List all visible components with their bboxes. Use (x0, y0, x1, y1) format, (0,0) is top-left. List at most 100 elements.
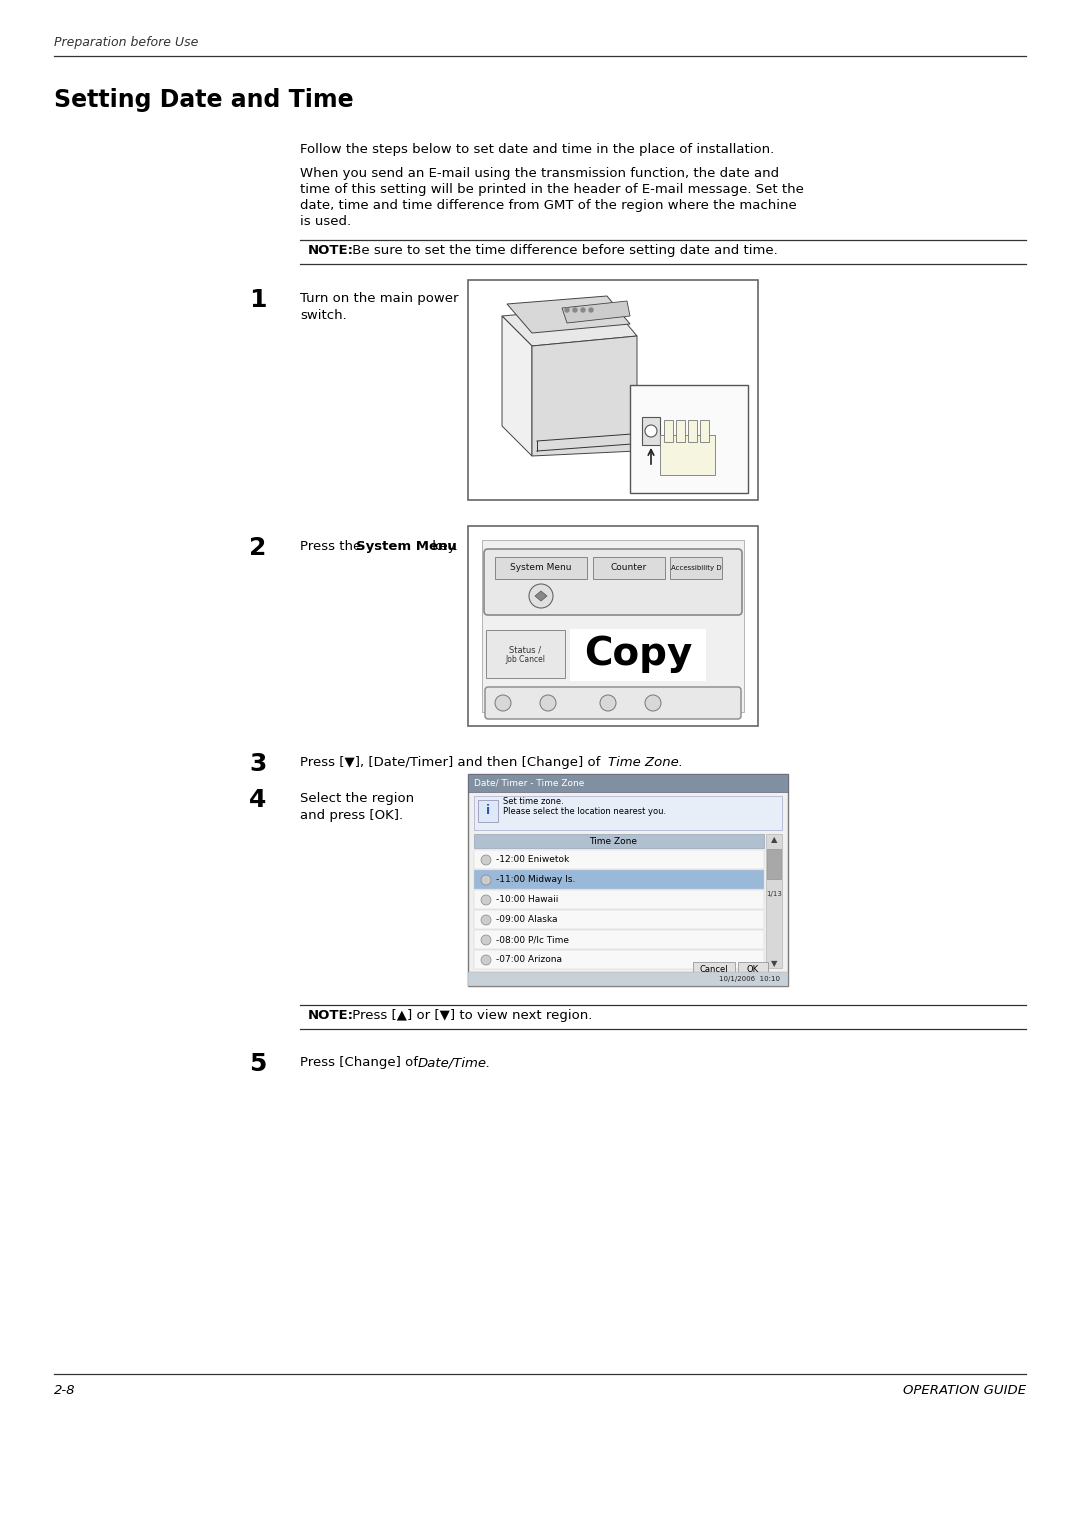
Text: 2: 2 (249, 536, 267, 559)
Text: Date/ Timer - Time Zone: Date/ Timer - Time Zone (474, 778, 584, 787)
FancyBboxPatch shape (485, 688, 741, 720)
FancyBboxPatch shape (570, 630, 706, 681)
Text: time of this setting will be printed in the header of E-mail message. Set the: time of this setting will be printed in … (300, 183, 804, 196)
Bar (474, 889, 764, 909)
Text: -08:00 P/lc Time: -08:00 P/lc Time (496, 935, 569, 944)
Bar (468, 775, 788, 792)
Polygon shape (502, 316, 532, 455)
Text: Accessibility D: Accessibility D (671, 565, 721, 571)
Bar (664, 420, 673, 442)
Circle shape (481, 935, 491, 944)
Text: Time Zone.: Time Zone. (608, 756, 683, 769)
Text: OK: OK (747, 966, 759, 973)
Bar (478, 801, 498, 822)
FancyBboxPatch shape (484, 549, 742, 614)
Circle shape (589, 309, 593, 312)
Text: Date/Time.: Date/Time. (418, 1056, 491, 1070)
Text: NOTE:: NOTE: (308, 244, 354, 257)
Bar (468, 775, 788, 986)
Text: NOTE:: NOTE: (308, 1008, 354, 1022)
Circle shape (645, 695, 661, 711)
Text: -07:00 Arizona: -07:00 Arizona (496, 955, 562, 964)
Polygon shape (502, 306, 637, 345)
Circle shape (495, 695, 511, 711)
Circle shape (481, 895, 491, 905)
Text: Be sure to set the time difference before setting date and time.: Be sure to set the time difference befor… (348, 244, 778, 257)
Text: System Menu: System Menu (356, 539, 457, 553)
Text: 3: 3 (249, 752, 267, 776)
Text: 1: 1 (249, 287, 267, 312)
Text: Set time zone.: Set time zone. (503, 798, 564, 807)
Text: 10/1/2006  10:10: 10/1/2006 10:10 (719, 976, 780, 983)
Circle shape (481, 856, 491, 865)
Text: Setting Date and Time: Setting Date and Time (54, 89, 353, 112)
Bar (482, 539, 744, 712)
Text: ▼: ▼ (771, 960, 778, 969)
Polygon shape (562, 301, 630, 322)
Text: Preparation before Use: Preparation before Use (54, 37, 199, 49)
Text: Job Cancel: Job Cancel (505, 656, 545, 665)
Circle shape (645, 425, 657, 437)
Circle shape (481, 915, 491, 924)
Circle shape (565, 309, 569, 312)
Text: Copy: Copy (584, 636, 692, 672)
Bar (642, 417, 660, 445)
Text: Counter: Counter (611, 564, 647, 573)
Text: Follow the steps below to set date and time in the place of installation.: Follow the steps below to set date and t… (300, 144, 774, 156)
Bar (766, 834, 782, 969)
Text: Press [Change] of: Press [Change] of (300, 1056, 422, 1070)
Text: key.: key. (428, 539, 458, 553)
Polygon shape (507, 296, 630, 333)
Text: -11:00 Midway Is.: -11:00 Midway Is. (496, 876, 576, 885)
Text: OPERATION GUIDE: OPERATION GUIDE (903, 1384, 1026, 1397)
FancyBboxPatch shape (670, 558, 723, 579)
Text: 5: 5 (249, 1051, 267, 1076)
Circle shape (529, 584, 553, 608)
Circle shape (481, 955, 491, 966)
Text: Cancel: Cancel (700, 966, 728, 973)
Text: Press [▼], [Date/Timer] and then [Change] of: Press [▼], [Date/Timer] and then [Change… (300, 756, 605, 769)
Bar (468, 972, 788, 986)
Bar (468, 280, 758, 500)
Bar (474, 931, 764, 949)
Text: switch.: switch. (300, 309, 347, 322)
Circle shape (573, 309, 577, 312)
Circle shape (581, 309, 585, 312)
Text: Please select the location nearest you.: Please select the location nearest you. (503, 807, 666, 816)
Text: -12:00 Eniwetok: -12:00 Eniwetok (496, 856, 569, 865)
Text: Time Zone: Time Zone (589, 836, 637, 845)
Bar (700, 420, 708, 442)
Bar (693, 963, 735, 976)
Text: Press the: Press the (300, 539, 365, 553)
Circle shape (600, 695, 616, 711)
Text: and press [OK].: and press [OK]. (300, 808, 403, 822)
Text: -09:00 Alaska: -09:00 Alaska (496, 915, 557, 924)
Text: i: i (486, 805, 490, 817)
Text: When you send an E-mail using the transmission function, the date and: When you send an E-mail using the transm… (300, 167, 779, 180)
Bar (474, 911, 764, 929)
Text: Press [▲] or [▼] to view next region.: Press [▲] or [▼] to view next region. (348, 1008, 592, 1022)
Bar (474, 834, 764, 848)
FancyBboxPatch shape (486, 630, 565, 678)
Bar (630, 385, 748, 494)
Circle shape (540, 695, 556, 711)
Text: date, time and time difference from GMT of the region where the machine: date, time and time difference from GMT … (300, 199, 797, 212)
Text: is used.: is used. (300, 215, 351, 228)
Text: System Menu: System Menu (510, 564, 571, 573)
Bar (738, 963, 768, 976)
Polygon shape (532, 336, 637, 455)
Text: -10:00 Hawaii: -10:00 Hawaii (496, 895, 558, 905)
Bar (474, 850, 764, 869)
Bar (474, 869, 764, 889)
Text: 1/13: 1/13 (766, 891, 782, 897)
Text: Turn on the main power: Turn on the main power (300, 292, 459, 306)
FancyBboxPatch shape (593, 558, 665, 579)
Bar (474, 950, 764, 969)
Text: 2-8: 2-8 (54, 1384, 76, 1397)
Bar (660, 435, 715, 475)
Bar (474, 796, 782, 830)
Bar (676, 420, 685, 442)
Bar (468, 526, 758, 726)
Text: Status /: Status / (509, 645, 541, 654)
Circle shape (481, 876, 491, 885)
